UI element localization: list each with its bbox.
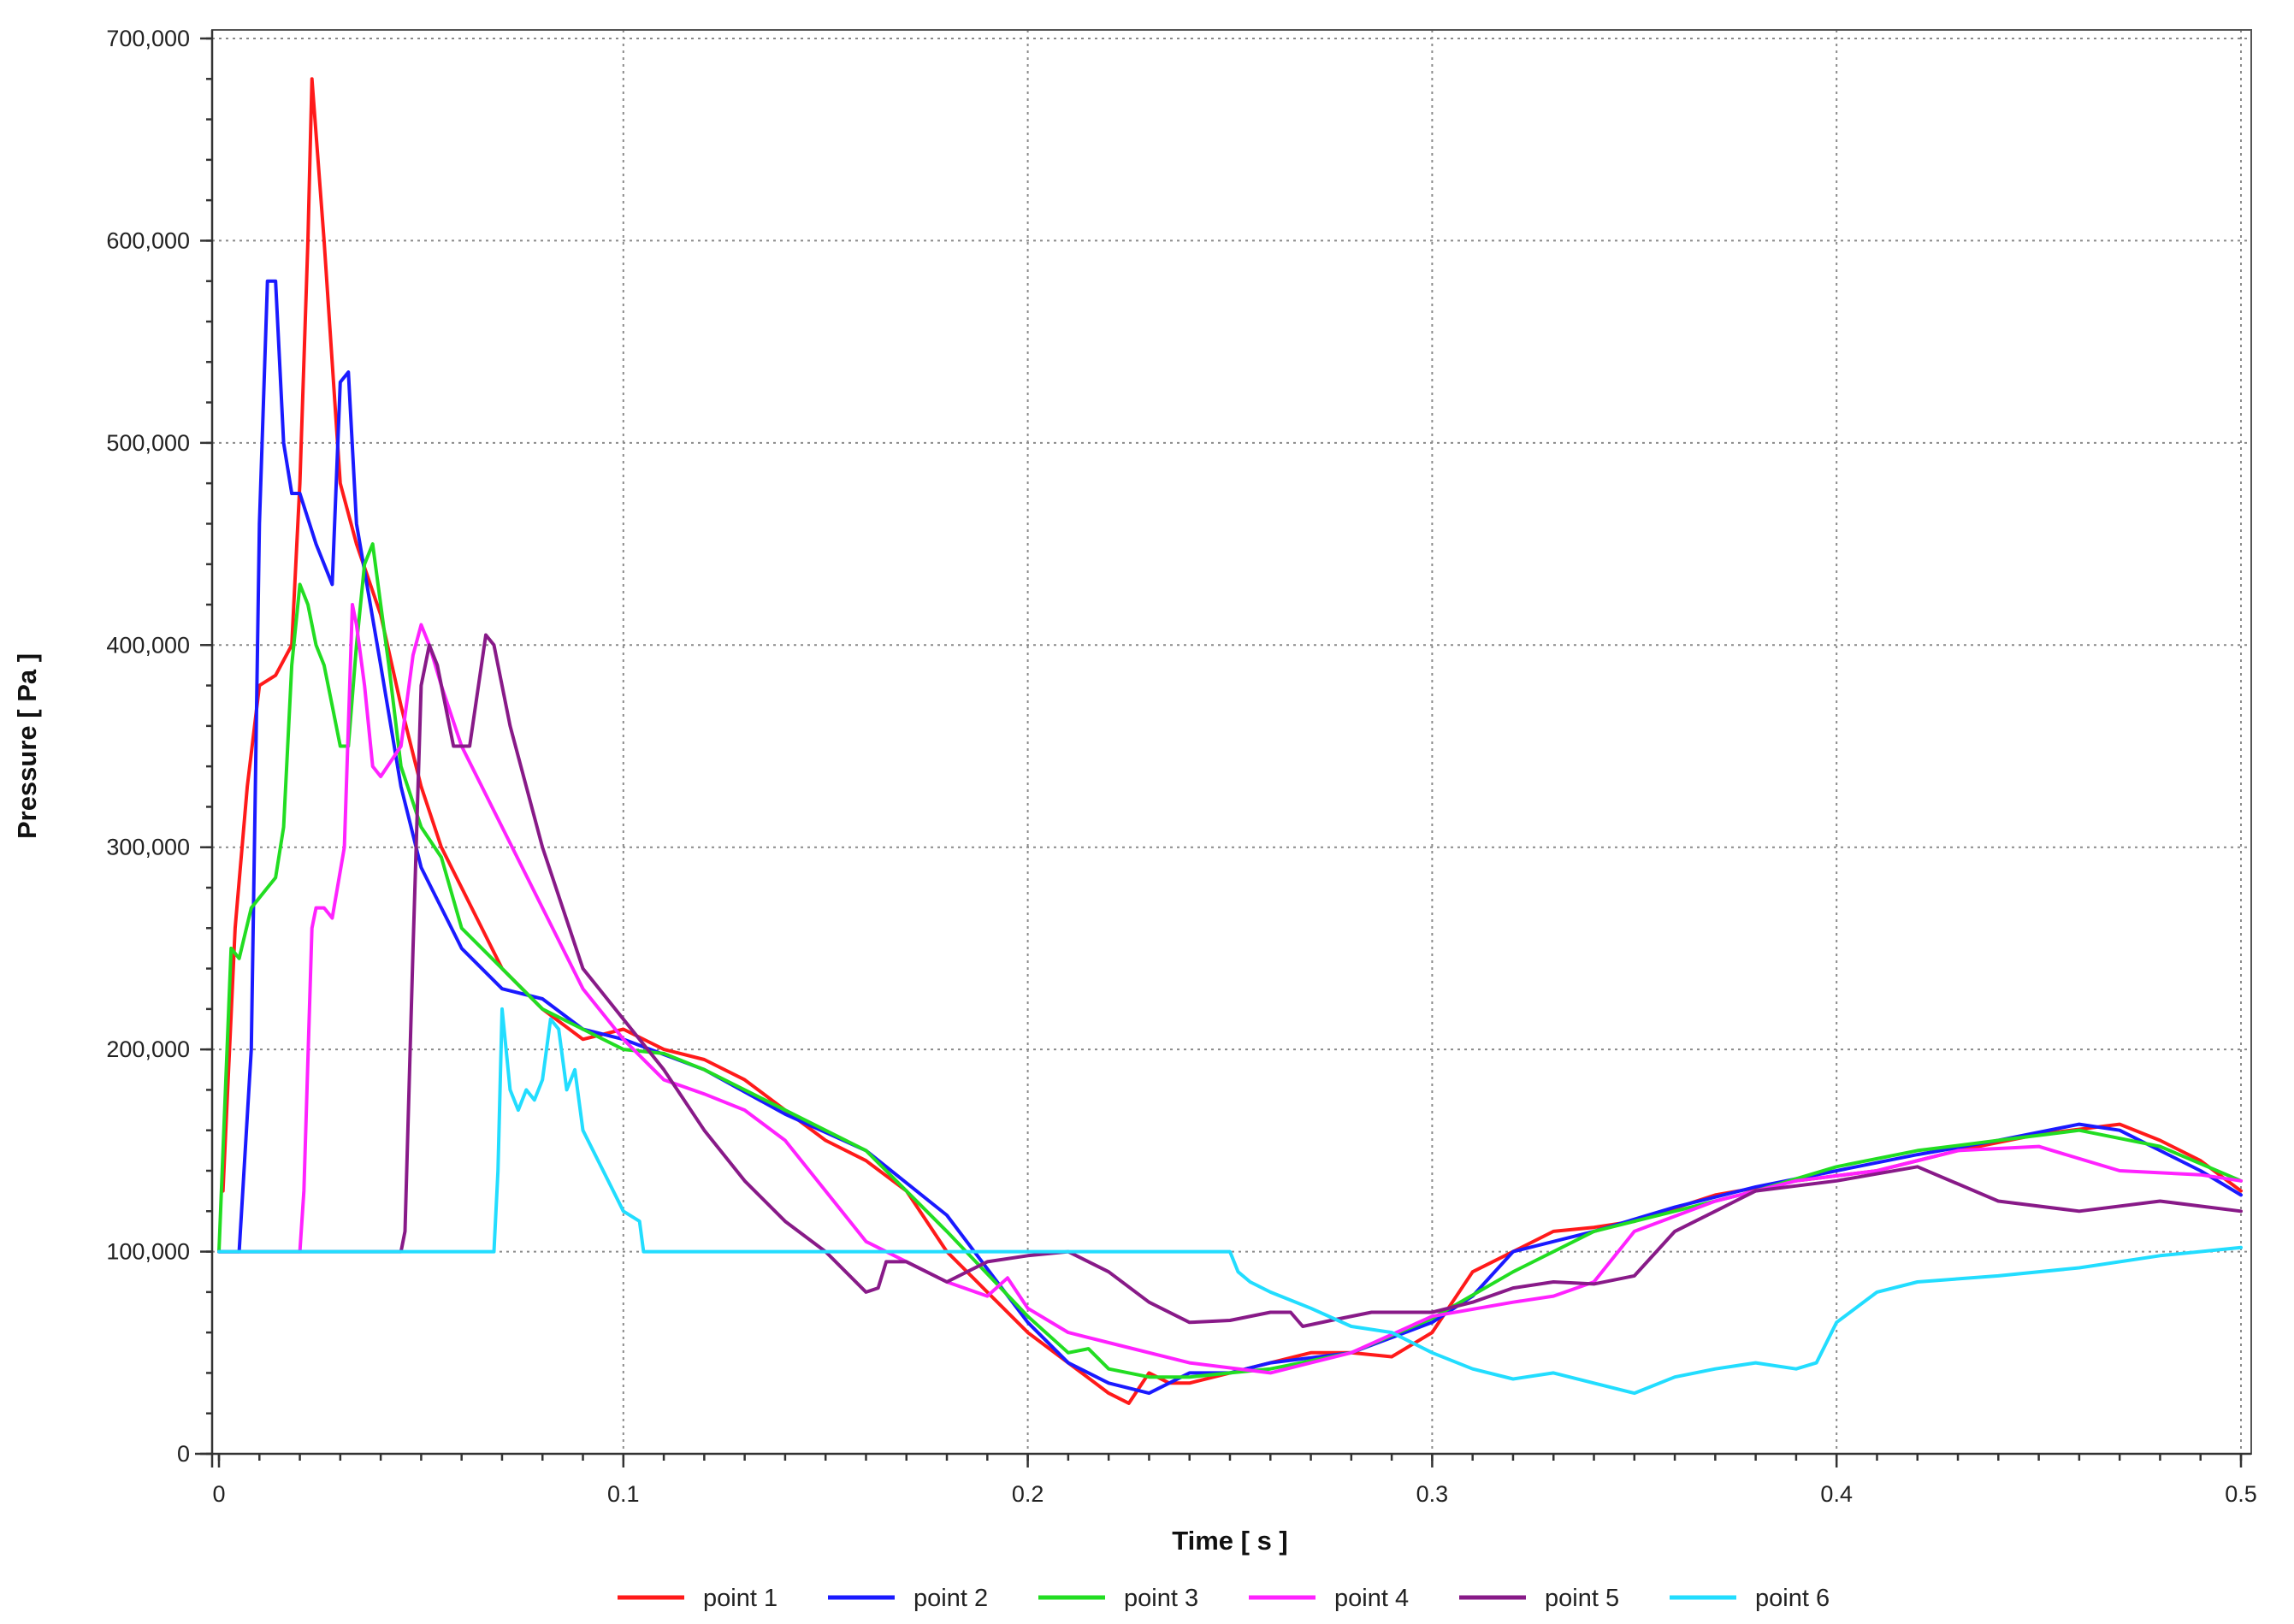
series-line-4 bbox=[217, 603, 2243, 1375]
x-tick-label: 0.1 bbox=[607, 1481, 640, 1507]
legend-label-3: point 3 bbox=[1124, 1585, 1198, 1612]
x-tick-label: 0.4 bbox=[1820, 1481, 1853, 1507]
x-axis-title: Time [ s ] bbox=[1172, 1526, 1288, 1556]
legend: point 1 point 2 point 3 point 4 point 5 point… bbox=[618, 1585, 1830, 1612]
legend-label-2: point 2 bbox=[913, 1585, 988, 1612]
legend-label-5: point 5 bbox=[1545, 1585, 1619, 1612]
legend-label-6: point 6 bbox=[1755, 1585, 1830, 1612]
series-line-2 bbox=[217, 279, 2243, 1396]
legend-label-4: point 4 bbox=[1334, 1585, 1409, 1612]
grid bbox=[212, 30, 2251, 1454]
y-axis-title: Pressure [ Pa ] bbox=[12, 653, 42, 839]
x-tick-label: 0 bbox=[212, 1481, 225, 1507]
y-tick-label: 700,000 bbox=[106, 26, 190, 51]
plot-border bbox=[211, 29, 2252, 1455]
x-tick-label: 0.5 bbox=[2225, 1481, 2257, 1507]
series-line-3 bbox=[217, 542, 2243, 1379]
series-line-6 bbox=[217, 1007, 2243, 1396]
y-tick-label: 500,000 bbox=[106, 430, 190, 456]
series-lines bbox=[217, 77, 2243, 1405]
y-tick-label: 600,000 bbox=[106, 227, 190, 253]
series-line-5 bbox=[217, 633, 2243, 1328]
series-line-1 bbox=[221, 77, 2243, 1405]
y-tick-label: 100,000 bbox=[106, 1239, 190, 1265]
axes: 0 0.1 0.2 0.3 0.4 0.5 0 100,000 200,000 300,000 40… bbox=[106, 26, 2256, 1507]
plot-frame bbox=[211, 29, 2252, 1455]
x-tick-label: 0.2 bbox=[1012, 1481, 1044, 1507]
y-tick-label: 0 bbox=[177, 1441, 190, 1467]
x-tick-label: 0.3 bbox=[1416, 1481, 1449, 1507]
y-tick-label: 300,000 bbox=[106, 835, 190, 860]
y-tick-label: 200,000 bbox=[106, 1036, 190, 1062]
legend-label-1: point 1 bbox=[703, 1585, 777, 1612]
y-tick-label: 400,000 bbox=[106, 632, 190, 658]
